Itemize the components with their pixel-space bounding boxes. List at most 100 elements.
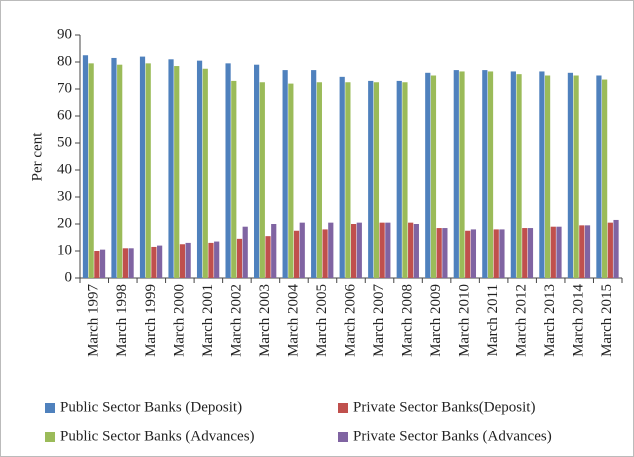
y-tick-label: 80 <box>57 53 72 69</box>
bar <box>459 71 465 278</box>
bar <box>345 82 351 278</box>
x-tick-label: March 1997 <box>86 284 102 357</box>
y-tick-label: 50 <box>57 134 72 150</box>
legend-swatch <box>45 403 55 413</box>
x-tick-label: March 2014 <box>571 284 587 357</box>
y-tick-label: 30 <box>57 188 72 204</box>
bar <box>231 80 237 279</box>
bar <box>470 229 477 278</box>
legend-label: Public Sector Banks (Deposit) <box>60 399 242 415</box>
y-tick-label: 90 <box>57 26 72 42</box>
x-tick-label: March 2009 <box>428 284 444 357</box>
x-tick-label: March 2002 <box>228 284 244 357</box>
legend-swatch <box>338 432 348 442</box>
bar <box>579 225 585 278</box>
bar <box>174 66 180 278</box>
bar <box>573 75 579 278</box>
bar <box>208 242 214 278</box>
bar <box>493 229 499 278</box>
bar <box>430 75 437 278</box>
y-tick-label: 20 <box>57 215 72 231</box>
bar <box>550 226 556 278</box>
bar <box>425 72 431 278</box>
bar <box>522 228 528 278</box>
legend-label: Private Sector Banks(Deposit) <box>353 399 535 415</box>
bar <box>442 228 448 278</box>
bar <box>99 249 106 278</box>
bar <box>259 82 265 278</box>
x-tick-label: March 1998 <box>114 284 130 357</box>
bar <box>373 82 380 278</box>
bar <box>379 222 385 278</box>
x-tick-label: March 2005 <box>314 284 330 357</box>
bar <box>311 70 317 278</box>
bar <box>607 222 613 278</box>
legend-swatch <box>338 403 348 413</box>
bar <box>328 222 334 278</box>
bar <box>214 241 220 278</box>
bar <box>202 68 208 278</box>
bar <box>242 226 248 278</box>
x-tick-label: March 1999 <box>143 284 159 357</box>
x-tick-label: March 2004 <box>285 284 301 357</box>
bar <box>356 222 362 278</box>
bar <box>299 222 305 278</box>
bar <box>596 75 602 278</box>
legend-swatch <box>45 432 55 442</box>
x-tick-label: March 2008 <box>399 284 415 357</box>
x-tick-label: March 2015 <box>599 284 615 357</box>
bar <box>111 57 117 279</box>
bar <box>413 224 419 278</box>
x-tick-label: March 2000 <box>171 284 187 357</box>
bar <box>351 224 357 278</box>
x-tick-label: March 2001 <box>200 284 216 357</box>
bar <box>487 71 494 278</box>
bar <box>544 75 551 278</box>
y-tick-label: 0 <box>65 269 73 285</box>
bar <box>567 72 574 278</box>
bar <box>196 60 203 279</box>
bar <box>482 70 488 278</box>
x-tick-label: March 2012 <box>514 284 530 357</box>
bar <box>402 82 408 278</box>
bar <box>157 245 163 278</box>
legend-label: Private Sector Banks (Advances) <box>353 428 552 444</box>
bar <box>527 228 534 278</box>
bar <box>82 55 89 278</box>
y-tick-label: 40 <box>57 161 72 177</box>
bar <box>236 238 243 278</box>
bar <box>179 244 186 278</box>
bar <box>408 222 414 278</box>
y-tick-label: 60 <box>57 107 72 123</box>
x-tick-label: March 2010 <box>457 284 473 357</box>
bar <box>128 248 134 278</box>
x-tick-label: March 2006 <box>342 284 358 357</box>
bar <box>117 64 123 278</box>
bar <box>436 228 442 278</box>
bar <box>584 225 591 278</box>
bar <box>465 230 471 278</box>
bar <box>151 246 157 278</box>
x-tick-label: March 2013 <box>542 284 558 357</box>
bar <box>225 63 231 278</box>
bar <box>168 59 174 278</box>
bar <box>539 71 545 278</box>
bar <box>516 74 522 279</box>
bar <box>322 229 328 278</box>
bar <box>339 76 345 278</box>
bar <box>368 80 374 279</box>
bar <box>282 70 288 278</box>
y-tick-label: 70 <box>57 80 72 96</box>
bar <box>94 251 100 278</box>
bar <box>185 242 191 278</box>
bar <box>254 64 260 278</box>
bar <box>613 219 619 278</box>
bar <box>396 80 402 279</box>
bar <box>88 63 94 278</box>
bar <box>316 82 322 278</box>
bar <box>602 79 608 278</box>
bar <box>499 229 505 278</box>
y-tick-label: 10 <box>57 242 72 258</box>
bar <box>271 224 277 278</box>
